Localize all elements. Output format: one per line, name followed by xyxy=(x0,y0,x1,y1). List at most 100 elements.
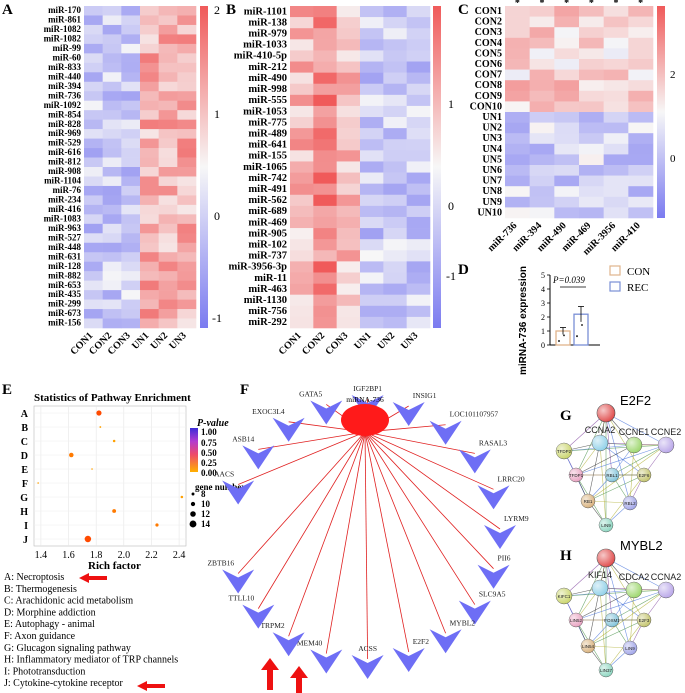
heatmap-cell xyxy=(177,309,197,319)
panel-d-point xyxy=(558,340,560,342)
network-target-node xyxy=(310,400,343,425)
heatmap-cell xyxy=(84,167,103,177)
panel-e-dot xyxy=(69,452,74,458)
heatmap-cell xyxy=(177,62,197,73)
heatmap-cell xyxy=(102,195,122,206)
heatmap-cell xyxy=(177,252,197,263)
heatmap-cell xyxy=(290,316,314,329)
panel-e-dot xyxy=(180,495,184,499)
legend-pvalue-tick: 0.00 xyxy=(201,468,217,478)
heatmap-row-label: miR-1083 xyxy=(44,213,82,223)
heatmap-cell xyxy=(383,261,407,273)
heatmap-cell xyxy=(121,119,141,130)
heatmap-cell xyxy=(336,61,361,73)
heatmap-row-label: miR-394 xyxy=(48,81,81,91)
network-target-node xyxy=(351,654,384,679)
heatmap-cell xyxy=(628,59,654,70)
heatmap-cell xyxy=(529,27,555,39)
heatmap-col-label: UN1 xyxy=(130,330,152,352)
heatmap-cell xyxy=(505,196,530,208)
panel-g-ppi-network: TFDP2 CCNA2 CCNE1 CCNE2 TFDP1 RBL1 E2F6 RB1 RBL2… xyxy=(555,393,682,533)
heatmap-cell xyxy=(140,100,159,111)
heatmap-cell xyxy=(505,112,530,123)
ppi-edge xyxy=(587,412,607,502)
heatmap-cell xyxy=(290,172,314,184)
ppi-edge xyxy=(587,619,645,647)
heatmap-cell xyxy=(158,309,178,319)
heatmap-cell xyxy=(360,105,384,118)
heatmap-cell xyxy=(360,216,384,229)
heatmap-cell xyxy=(158,299,178,310)
legend-con-label: CON xyxy=(627,266,650,278)
heatmap-cell xyxy=(529,207,555,219)
heatmap-cell xyxy=(579,143,604,155)
panel-e-dot xyxy=(155,523,159,527)
network-edge xyxy=(364,431,494,490)
heatmap-cell xyxy=(360,261,384,273)
heatmap-row-label: miR-76 xyxy=(53,185,82,195)
heatmap-cell xyxy=(121,271,141,281)
heatmap-cell xyxy=(336,172,361,184)
heatmap-cell xyxy=(383,61,407,73)
heatmap-cell xyxy=(313,205,337,218)
heatmap-cell xyxy=(158,53,178,64)
heatmap-cell xyxy=(603,69,629,81)
heatmap-cell xyxy=(554,69,580,81)
heatmap-row-label: miR-410-5p xyxy=(234,51,287,62)
heatmap-cell xyxy=(360,161,384,173)
ppi-node-label: CCNE2 xyxy=(651,427,682,437)
panel-letter-h: H xyxy=(560,548,572,564)
heatmap-cell xyxy=(121,110,141,120)
heatmap-cell xyxy=(383,17,407,29)
heatmap-cell xyxy=(313,50,337,62)
heatmap-cell xyxy=(84,34,103,45)
heatmap-cell xyxy=(140,176,159,187)
heatmap-cell xyxy=(336,39,361,51)
heatmap-cell xyxy=(102,119,122,130)
network-target-node xyxy=(392,402,425,427)
heatmap-cell xyxy=(579,59,604,70)
heatmap-cell xyxy=(360,61,384,73)
heatmap-cell xyxy=(177,119,197,130)
heatmap-row-label: CON1 xyxy=(475,6,502,17)
heatmap-cell xyxy=(360,139,384,151)
network-target-node xyxy=(242,604,275,629)
heatmap-cell xyxy=(140,24,159,35)
heatmap-cell xyxy=(140,252,159,263)
heatmap-row-label: miR-1065 xyxy=(243,162,287,173)
heatmap-cell xyxy=(177,167,197,177)
heatmap-cell xyxy=(158,176,178,187)
heatmap-cell xyxy=(84,242,103,253)
heatmap-cell xyxy=(290,72,314,85)
heatmap-cell xyxy=(313,17,337,29)
legend-size-title: gene number xyxy=(195,482,245,492)
heatmap-cell xyxy=(505,48,530,60)
heatmap-cell xyxy=(360,183,384,196)
heatmap-cell xyxy=(102,167,122,177)
scale-b-tick: 0 xyxy=(448,199,454,213)
heatmap-cell xyxy=(313,161,337,173)
ppi-edge xyxy=(575,589,667,621)
heatmap-cell xyxy=(313,216,337,229)
heatmap-cell xyxy=(121,62,141,73)
heatmap-cell xyxy=(102,214,122,225)
legend-pvalue-tick: 0.25 xyxy=(201,458,217,468)
heatmap-cell xyxy=(121,223,141,234)
panel-e-enrichment: Statistics of Pathway Enrichment 1.4 1.6 1… xyxy=(4,392,245,691)
heatmap-row-label: miR-775 xyxy=(248,117,287,128)
heatmap-cell xyxy=(177,176,197,187)
ppi-edge xyxy=(587,589,667,647)
heatmap-cell xyxy=(121,195,141,206)
heatmap-cell xyxy=(121,252,141,263)
heatmap-cell xyxy=(360,294,384,307)
heatmap-cell xyxy=(336,105,361,118)
network-target-node xyxy=(484,525,516,549)
ppi-node-label: FOXM1 xyxy=(604,618,620,623)
heatmap-cell xyxy=(121,129,141,139)
ppi-node-label: RB1 xyxy=(584,499,593,504)
heatmap-row-label: miR-212 xyxy=(248,62,287,73)
heatmap-row-label: miR-491 xyxy=(248,184,287,195)
heatmap-cell xyxy=(290,17,314,29)
panel-e-dot xyxy=(112,509,117,513)
ppi-title: MYBL2 xyxy=(620,538,663,553)
